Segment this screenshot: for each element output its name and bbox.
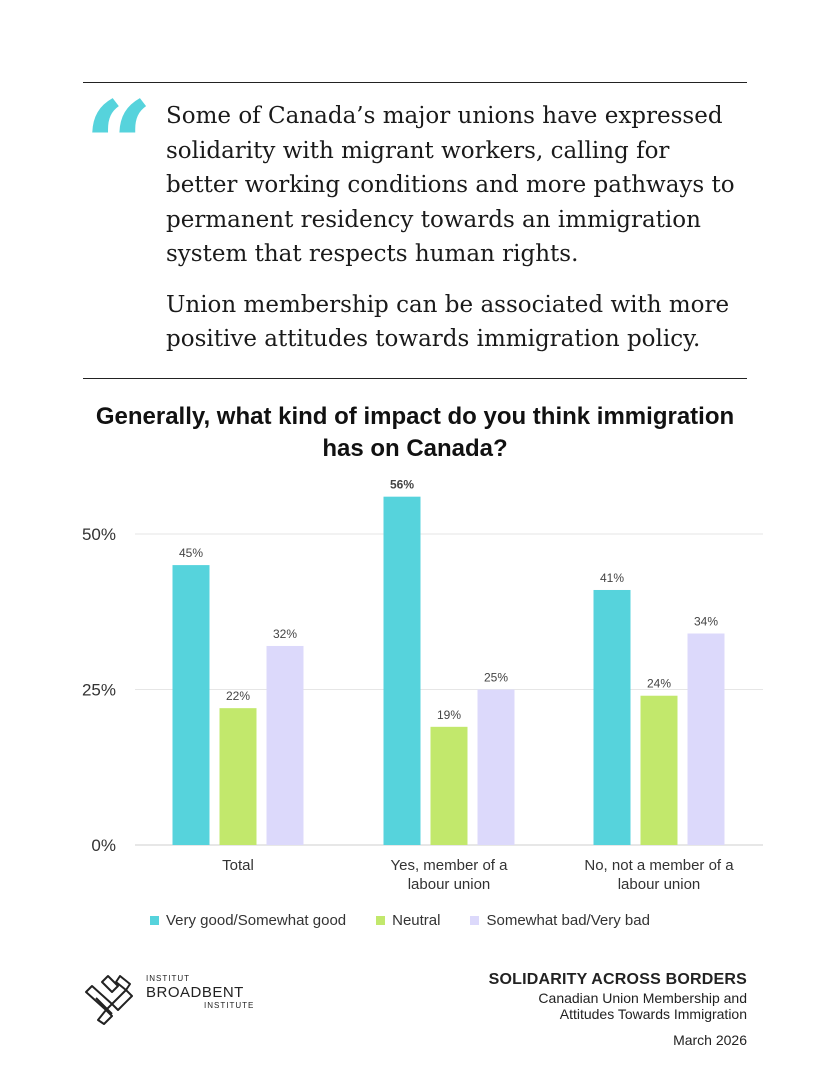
legend-swatch [150, 916, 159, 925]
legend-swatch [470, 916, 480, 925]
y-tick-label: 0% [91, 836, 116, 855]
chart-title: Generally, what kind of impact do you th… [95, 403, 735, 462]
bar [219, 708, 257, 845]
legend-swatch [376, 916, 386, 925]
bar [383, 496, 421, 845]
logo-line-institut: INSTITUT [146, 974, 190, 983]
quote-text: Some of Canada’s major unions have expre… [166, 99, 746, 357]
report-title: SOLIDARITY ACROSS BORDERS [488, 971, 747, 988]
bar [172, 565, 210, 845]
logo-line-institute: INSTITUTE [204, 1001, 255, 1010]
bar [266, 645, 304, 845]
bar [640, 695, 678, 845]
logo-line-broadbent: BROADBENT [146, 984, 244, 1001]
data-label: 34% [694, 615, 718, 629]
legend-item: Neutral [376, 912, 440, 929]
bar [430, 726, 468, 845]
quote-paragraph-2: Union membership can be associated with … [166, 291, 730, 353]
report-subtitle-line-1: Canadian Union Membership and [538, 990, 747, 1006]
data-label: 25% [484, 671, 508, 685]
data-label: 45% [179, 546, 203, 560]
quote-paragraph-1: Some of Canada’s major unions have expre… [166, 103, 735, 267]
data-label: 24% [647, 677, 671, 691]
x-tick-label: Yes, member of a [390, 857, 508, 874]
data-label: 19% [437, 708, 461, 722]
bar-chart: 0% 25% 50% 45% 56% 41% 22% 19% 24% 32% 25% 34% Total… [82, 478, 763, 893]
x-tick-label: No, not a member of a [584, 857, 734, 874]
logo-text: INSTITUT BROADBENT INSTITUTE [146, 974, 254, 1011]
bar [687, 633, 725, 845]
data-label: 41% [600, 571, 624, 585]
report-subtitle-line-2: Attitudes Towards Immigration [559, 1006, 747, 1022]
legend-item: Very good/Somewhat good [150, 912, 346, 929]
data-label: 22% [226, 689, 250, 703]
bar [477, 689, 515, 845]
bottom-rule [83, 378, 747, 379]
data-label: 32% [273, 627, 297, 641]
y-tick-label: 50% [82, 525, 116, 544]
legend-label: Somewhat bad/Very bad [486, 912, 650, 929]
x-tick-label: Total [222, 857, 254, 874]
legend-label: Neutral [392, 912, 441, 929]
broadbent-logo: INSTITUT BROADBENT INSTITUTE [82, 970, 262, 1026]
broadbent-logo-icon [85, 975, 133, 1025]
report-date: March 2026 [673, 1032, 747, 1048]
top-rule [83, 82, 747, 83]
x-tick-label: labour union [408, 876, 491, 893]
data-label: 56% [390, 478, 414, 492]
legend-item: Somewhat bad/Very bad [470, 912, 650, 929]
legend-label: Very good/Somewhat good [166, 912, 347, 929]
chart-legend: Very good/Somewhat good Neutral Somewhat b… [150, 912, 650, 929]
bar [593, 589, 631, 845]
y-tick-label: 25% [82, 681, 116, 700]
quote-mark-icon: “ [84, 75, 153, 216]
report-footer: SOLIDARITY ACROSS BORDERS Canadian Union… [489, 970, 747, 1048]
x-tick-label: labour union [618, 876, 701, 893]
